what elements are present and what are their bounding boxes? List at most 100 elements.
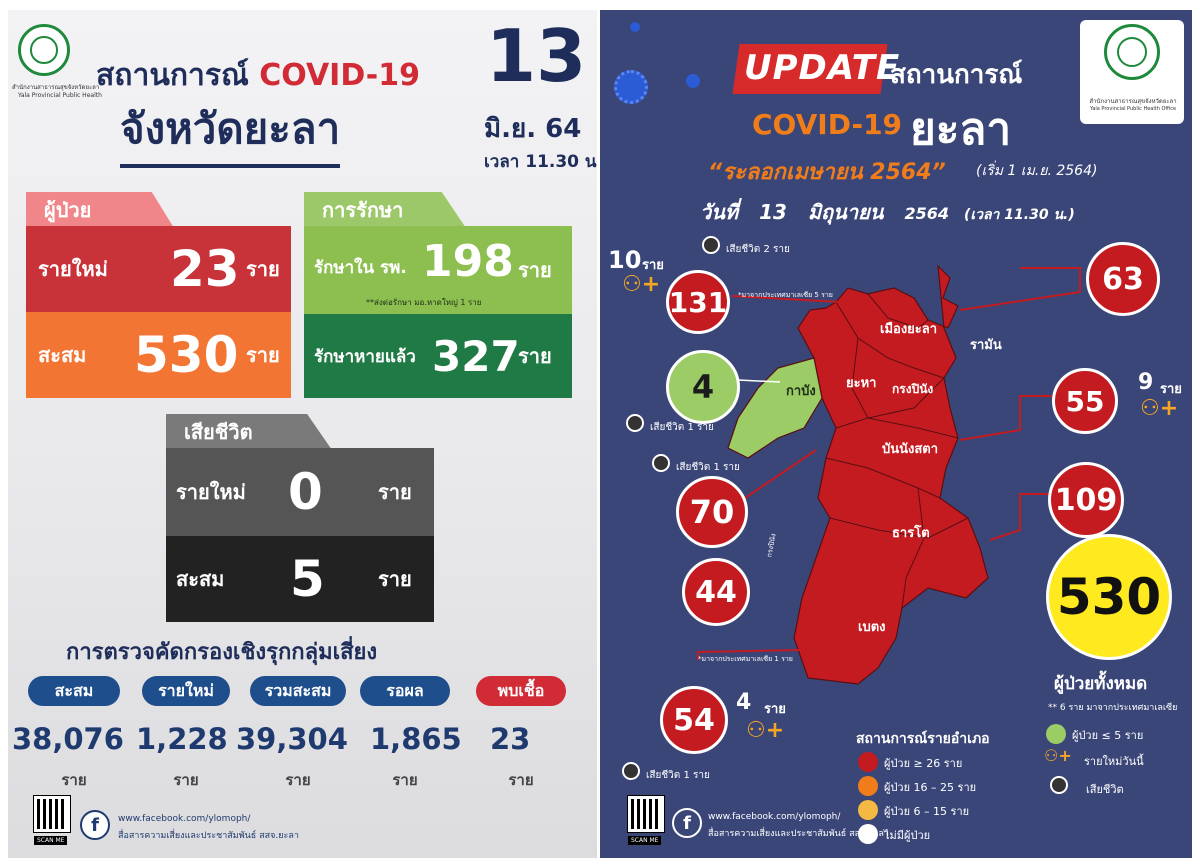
screening-pill: สะสม — [28, 676, 120, 706]
district-betong: เบตง — [858, 620, 886, 635]
ribbon-icon — [702, 236, 720, 254]
legend-label: ผู้ป่วย ≥ 26 ราย — [884, 757, 963, 770]
callout-kabang: 4 — [666, 350, 740, 424]
deaths-cum-unit: ราย — [378, 567, 412, 591]
bannang-new-unit: ราย — [1160, 382, 1182, 397]
patients-cum-label: สะสม — [38, 343, 87, 367]
moph-logo-right-icon — [1104, 24, 1160, 80]
legend-new-today: รายใหม่วันนี้ — [1084, 755, 1144, 768]
district-thanto: ธารโต — [892, 526, 930, 541]
patients-cum-value: 530 — [134, 326, 239, 384]
screening-pill: รวมสะสม — [250, 676, 346, 706]
callout-raman: 63 — [1086, 242, 1160, 316]
kabang-ribbon-icon — [626, 414, 644, 432]
fb-url[interactable]: www.facebook.com/ylomoph/ — [118, 814, 251, 824]
title-province: จังหวัดยะลา — [120, 96, 341, 168]
betong-person-plus-icon: ⚇+ — [746, 718, 785, 743]
update-text: UPDATE — [744, 48, 901, 88]
screening-value: 38,076 — [12, 722, 124, 756]
date-time: เวลา 11.30 น. — [484, 152, 597, 172]
screening-value: 1,228 — [136, 722, 228, 756]
mueang-death: เสียชีวิต 2 ราย — [726, 244, 790, 255]
district-bannangsata: บันนังสตา — [882, 442, 939, 457]
district-krongpinang: กรงปินัง — [892, 382, 934, 396]
total-circle: 530 — [1046, 534, 1172, 660]
facebook-icon: f — [80, 810, 110, 840]
patients-new-label: รายใหม่ — [38, 257, 108, 281]
callout-krongpinang: 44 — [682, 558, 750, 626]
legend-swatch — [858, 752, 878, 772]
treatment-note: **ส่งต่อรักษา มอ.หาดใหญ่ 1 ราย — [366, 298, 482, 307]
legend-le5: ผู้ป่วย ≤ 5 ราย — [1072, 729, 1144, 742]
mueang-new-unit: ราย — [642, 258, 664, 273]
legend-title: สถานการณ์รายอำเภอ — [856, 731, 990, 747]
betong-death: เสียชีวิต 1 ราย — [646, 770, 710, 781]
treatment-recovered-row: รักษาหายแล้ว 327 ราย — [304, 314, 572, 398]
office-name-en: Yala Provincial Public Health — [18, 92, 102, 99]
deaths-new-row: รายใหม่ 0 ราย — [166, 448, 434, 536]
right-panel: UPDATE สถานการณ์ COVID-19 ยะลา “ระลอกเมษ… — [600, 10, 1192, 858]
screening-unit: ราย — [508, 771, 534, 789]
treatment-tab: การรักษา — [304, 192, 466, 228]
right-office-name-en: Yala Provincial Public Health Office — [1089, 106, 1177, 112]
title-prefix: สถานการณ์ — [96, 58, 249, 93]
treatment-recovered-unit: ราย — [518, 344, 552, 368]
district-yaha: ยะหา — [846, 376, 877, 391]
treatment-recovered-label: รักษาหายแล้ว — [314, 346, 416, 367]
treatment-recovered-value: 327 — [432, 331, 520, 381]
callout-betong: 54 — [660, 686, 728, 754]
screening-unit: ราย — [285, 771, 311, 789]
virus-tiny-icon — [630, 22, 640, 32]
treatment-hosp-row: รักษาใน รพ. 198 ราย **ส่งต่อรักษา มอ.หาด… — [304, 226, 572, 314]
right-date-time: (เวลา 11.30 น.) — [963, 207, 1075, 223]
wave-label: “ระลอกเมษายน 2564” — [708, 160, 946, 185]
screening-pill: พบเชื้อ — [476, 676, 566, 706]
yala-map — [727, 264, 989, 685]
legend-ribbon-icon — [1050, 776, 1068, 794]
right-fb-url[interactable]: www.facebook.com/ylomoph/ — [708, 812, 841, 822]
title-line1: สถานการณ์ COVID-19 — [96, 52, 420, 99]
legend-green-swatch — [1046, 724, 1066, 744]
screening-value: 23 — [490, 722, 531, 756]
callout-yaha: 70 — [676, 476, 748, 548]
legend-label: ผู้ป่วย 6 – 15 ราย — [884, 805, 970, 818]
right-date-year: 2564 — [904, 204, 949, 223]
yaha-ribbon-icon — [652, 454, 670, 472]
right-qr-code-icon — [627, 795, 665, 833]
legend-swatch — [858, 800, 878, 820]
deaths-tab: เสียชีวิต — [166, 414, 332, 450]
bannang-new-count: 9 — [1138, 370, 1154, 395]
right-date: วันที่ 13 มิถุนายน 2564 (เวลา 11.30 น.) — [700, 196, 1075, 228]
screening-title: การตรวจคัดกรองเชิงรุกกลุ่มเสี่ยง — [66, 640, 378, 665]
betong-new-unit: ราย — [764, 702, 786, 717]
deaths-new-unit: ราย — [378, 480, 412, 504]
deaths-cum-label: สะสม — [176, 567, 225, 591]
person-plus-icon: ⚇+ — [622, 272, 661, 297]
patients-tab: ผู้ป่วย — [26, 192, 174, 228]
callout-thanto: 109 — [1048, 462, 1124, 538]
right-province: ยะลา — [910, 104, 1012, 155]
deaths-cum-value: 5 — [290, 550, 325, 608]
district-kabang-label: กาบัง — [786, 384, 816, 399]
legend-label: ผู้ป่วย 16 – 25 ราย — [884, 781, 977, 794]
screening-pill: รอผล — [360, 676, 450, 706]
date-day: 13 — [486, 14, 587, 98]
betong-ribbon-icon — [622, 762, 640, 780]
district-raman: รามัน — [970, 338, 1002, 353]
callout-mueang: 131 — [666, 270, 730, 334]
treatment-hosp-value: 198 — [422, 236, 514, 287]
treatment-hosp-unit: ราย — [518, 258, 552, 282]
patients-new-value: 23 — [170, 240, 240, 298]
betong-new-count: 4 — [736, 690, 752, 715]
screening-unit: ราย — [61, 771, 87, 789]
qr-code-icon — [33, 795, 71, 833]
deaths-cum-row: สะสม 5 ราย — [166, 536, 434, 622]
patients-cum-row: สะสม 530 ราย — [26, 312, 291, 398]
right-facebook-icon: f — [672, 808, 702, 838]
virus-icon — [614, 70, 648, 104]
moph-logo-icon — [18, 24, 70, 76]
right-covid: COVID-19 — [752, 108, 903, 141]
legend-death: เสียชีวิต — [1086, 783, 1124, 796]
callout-bannangsata: 55 — [1052, 368, 1118, 434]
fb-desc: สื่อสารความเสี่ยงและประชาสัมพันธ์ สสจ.ยะ… — [118, 831, 299, 841]
